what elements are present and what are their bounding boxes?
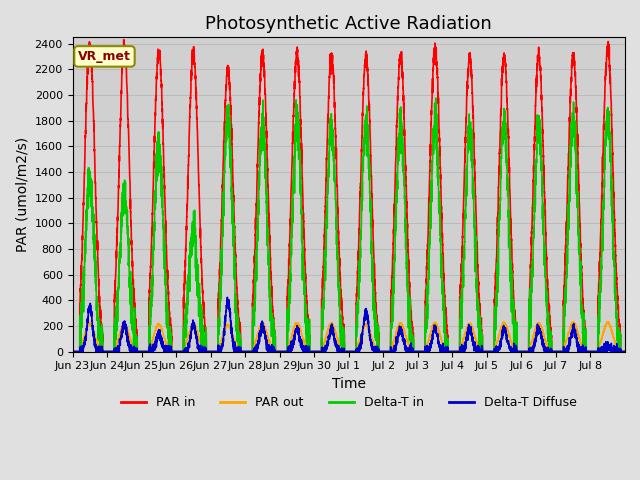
PAR in	[369, 238, 377, 243]
Delta-T Diffuse	[500, 325, 508, 331]
Line: PAR in: PAR in	[72, 40, 625, 351]
Line: Delta-T Diffuse: Delta-T Diffuse	[72, 297, 625, 351]
PAR out	[68, 348, 76, 354]
Delta-T in	[432, 95, 440, 101]
PAR out	[183, 337, 191, 343]
PAR out	[527, 340, 535, 346]
Line: PAR out: PAR out	[72, 322, 625, 351]
Delta-T Diffuse	[223, 294, 231, 300]
Delta-T Diffuse	[527, 345, 535, 351]
PAR out	[399, 324, 406, 329]
PAR out	[369, 339, 377, 345]
Delta-T in	[399, 142, 406, 147]
Delta-T in	[68, 348, 76, 354]
Delta-T in	[542, 284, 550, 290]
Y-axis label: PAR (umol/m2/s): PAR (umol/m2/s)	[15, 137, 29, 252]
Delta-T in	[527, 281, 535, 287]
Delta-T Diffuse	[542, 348, 550, 354]
X-axis label: Time: Time	[332, 377, 366, 391]
PAR in	[500, 58, 508, 63]
PAR in	[399, 84, 407, 89]
PAR in	[120, 37, 127, 43]
Line: Delta-T in: Delta-T in	[72, 98, 625, 351]
PAR out	[604, 319, 611, 324]
Delta-T in	[500, 135, 508, 141]
Delta-T in	[369, 271, 377, 277]
PAR out	[542, 337, 550, 343]
Delta-T Diffuse	[183, 347, 191, 353]
Delta-T Diffuse	[369, 347, 377, 353]
Title: Photosynthetic Active Radiation: Photosynthetic Active Radiation	[205, 15, 492, 33]
PAR in	[68, 348, 76, 354]
Legend: PAR in, PAR out, Delta-T in, Delta-T Diffuse: PAR in, PAR out, Delta-T in, Delta-T Dif…	[116, 391, 582, 414]
PAR in	[542, 232, 550, 238]
Delta-T Diffuse	[68, 348, 76, 354]
PAR in	[621, 348, 629, 354]
Delta-T Diffuse	[399, 335, 407, 340]
PAR in	[527, 242, 535, 248]
Delta-T Diffuse	[621, 348, 629, 354]
Delta-T in	[183, 301, 191, 307]
PAR in	[183, 207, 191, 213]
PAR out	[500, 320, 508, 325]
PAR out	[621, 348, 629, 354]
Text: VR_met: VR_met	[78, 50, 131, 63]
Delta-T in	[621, 348, 629, 354]
